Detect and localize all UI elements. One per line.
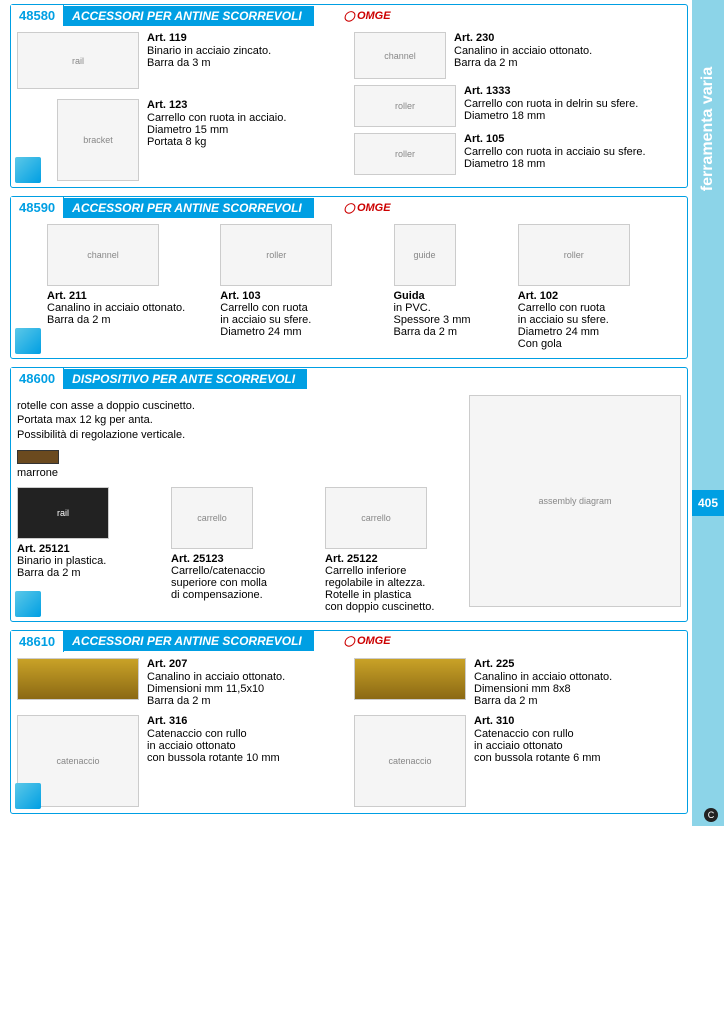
product-col: roller Art. 102Carrello con ruota in acc… [518,224,681,350]
product-image: roller [354,133,456,175]
brand-label: OMGE [344,635,391,647]
product-image [354,658,466,700]
product-image: bracket [57,99,139,181]
section-title: ACCESSORI PER ANTINE SCORREVOLI [64,631,314,651]
side-tab: ferramenta varia 405 C [692,0,724,826]
box-icon [15,328,41,354]
brand-label: OMGE [344,202,391,214]
color-swatch [17,450,59,464]
section-48590: 48590 ACCESSORI PER ANTINE SCORREVOLI OM… [10,196,688,359]
section-intro: rotelle con asse a doppio cuscinetto. Po… [17,399,459,442]
section-title: ACCESSORI PER ANTINE SCORREVOLI [64,198,314,218]
section-title: ACCESSORI PER ANTINE SCORREVOLI [64,6,314,26]
box-icon [15,157,41,183]
assembly-diagram: assembly diagram [469,395,681,607]
product-col: rail Art. 25121Binario in plastica. Barr… [17,487,151,579]
product-text: Art. 105Carrello con ruota in acciaio su… [464,133,646,170]
product-image: channel [354,32,446,79]
section-48580: 48580 ACCESSORI PER ANTINE SCORREVOLI OM… [10,4,688,188]
section-code: 48610 [11,631,64,652]
product-col: carrello Art. 25123Carrello/catenaccio s… [171,487,305,601]
footer-dot-icon: C [704,808,718,822]
product-col: carrello Art. 25122Carrello inferiore re… [325,487,459,613]
product-text: Art. 1333Carrello con ruota in delrin su… [464,85,638,122]
product-text: Art. 316Catenaccio con rullo in acciaio … [147,715,280,764]
product-col: roller Art. 103Carrello con ruota in acc… [220,224,383,338]
brand-label: OMGE [344,10,391,22]
product-text: Art. 230Canalino in acciaio ottonato. Ba… [454,32,592,69]
swatch-label: marrone [17,467,459,479]
product-col: guide Guidain PVC. Spessore 3 mm Barra d… [394,224,508,338]
product-image [17,658,139,700]
section-48600: 48600 DISPOSITIVO PER ANTE SCORREVOLI ro… [10,367,688,622]
box-icon [15,591,41,617]
product-col: channel Art. 211Canalino in acciaio otto… [47,224,210,326]
product-text: Art. 123Carrello con ruota in acciaio. D… [147,99,286,148]
section-code: 48590 [11,197,64,218]
product-text: Art. 119Binario in acciaio zincato. Barr… [147,32,271,69]
section-code: 48600 [11,368,64,389]
product-text: Art. 207Canalino in acciaio ottonato. Di… [147,658,285,707]
category-label: ferramenta varia [699,67,717,192]
section-title: DISPOSITIVO PER ANTE SCORREVOLI [64,369,307,389]
section-code: 48580 [11,5,64,26]
product-image: roller [354,85,456,127]
product-text: Art. 225Canalino in acciaio ottonato. Di… [474,658,612,707]
section-48610: 48610 ACCESSORI PER ANTINE SCORREVOLI OM… [10,630,688,814]
product-image: rail [17,32,139,89]
page-number: 405 [692,490,724,516]
product-image: catenaccio [354,715,466,807]
product-text: Art. 310Catenaccio con rullo in acciaio … [474,715,601,764]
box-icon [15,783,41,809]
